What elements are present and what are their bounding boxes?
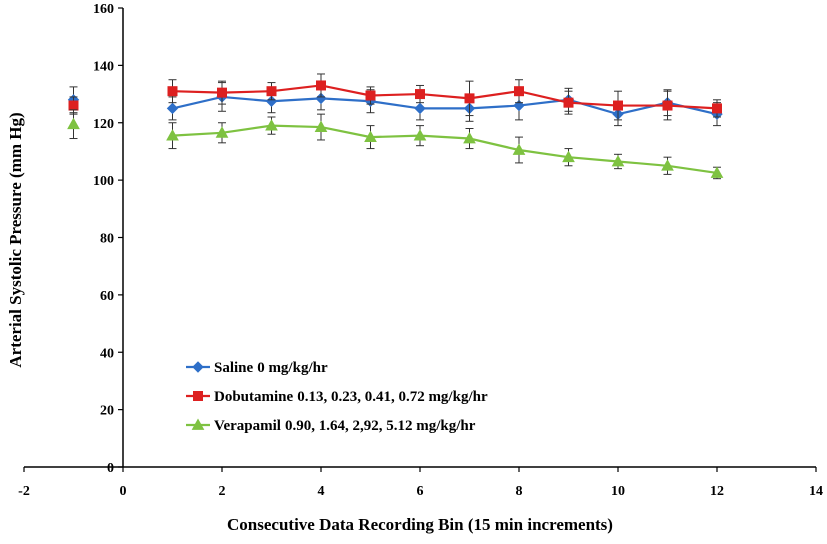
x-tick-label: 2 xyxy=(219,484,226,499)
data-point-dobutamine xyxy=(365,90,376,101)
x-tick-label: 12 xyxy=(710,484,724,499)
legend-marker-verapamil xyxy=(191,418,205,430)
series-verapamil xyxy=(67,109,724,180)
x-axis-label: Consecutive Data Recording Bin (15 min i… xyxy=(227,515,613,534)
data-point-saline xyxy=(166,102,179,115)
legend-item-verapamil: Verapamil 0.90, 1.64, 2,92, 5.12 mg/kg/hr xyxy=(186,418,476,434)
data-point-dobutamine xyxy=(662,100,673,111)
x-tick-label: 4 xyxy=(318,484,325,499)
baseline-point-verapamil xyxy=(67,117,80,130)
data-point-saline xyxy=(414,102,426,115)
data-point-dobutamine xyxy=(167,86,178,97)
legend-item-saline: Saline 0 mg/kg/hr xyxy=(186,360,328,376)
y-tick-label: 100 xyxy=(93,174,114,189)
legend-name-saline: Saline xyxy=(214,360,254,376)
legend-item-dobutamine: Dobutamine 0.13, 0.23, 0.41, 0.72 mg/kg/h… xyxy=(186,389,488,405)
x-tick-label: -2 xyxy=(18,484,30,499)
y-tick-label: 60 xyxy=(100,289,114,304)
data-point-dobutamine xyxy=(613,100,623,111)
y-tick-label: 160 xyxy=(93,2,114,17)
data-point-verapamil xyxy=(562,150,575,163)
y-axis-label: Arterial Systolic Pressure (mm Hg) xyxy=(6,112,25,367)
legend-desc-dobutamine: 0.13, 0.23, 0.41, 0.72 mg/kg/hr xyxy=(297,389,488,405)
y-tick-label: 120 xyxy=(93,117,114,132)
y-tick-label: 40 xyxy=(100,346,114,361)
data-point-verapamil xyxy=(364,130,377,142)
data-point-dobutamine xyxy=(464,93,475,104)
legend: Saline 0 mg/kg/hr Dobutamine 0.13, 0.23, 0.… xyxy=(186,360,488,434)
data-point-verapamil xyxy=(166,129,179,141)
legend-marker-dobutamine xyxy=(193,391,203,401)
series-layer xyxy=(67,73,724,180)
data-point-verapamil xyxy=(413,129,427,141)
legend-marker-saline xyxy=(192,361,204,373)
data-point-dobutamine xyxy=(563,97,574,108)
y-tick-label: 20 xyxy=(100,404,114,419)
data-point-verapamil xyxy=(463,131,476,144)
y-tick-label: 0 xyxy=(107,461,114,476)
series-line-verapamil xyxy=(172,124,718,175)
x-tick-label: 6 xyxy=(417,484,424,499)
x-tick-label: 0 xyxy=(120,484,127,499)
series-line-dobutamine xyxy=(172,84,718,110)
legend-name-verapamil: Verapamil xyxy=(214,418,281,434)
data-point-verapamil xyxy=(661,159,674,171)
data-point-dobutamine xyxy=(316,80,326,91)
data-point-dobutamine xyxy=(514,86,524,97)
x-tick-label: 14 xyxy=(809,484,823,499)
series-line-saline xyxy=(172,95,718,116)
legend-desc-saline: 0 mg/kg/hr xyxy=(257,360,328,376)
x-tick-label: 8 xyxy=(516,484,523,499)
data-point-dobutamine xyxy=(217,87,227,98)
x-tick-label: 10 xyxy=(611,484,625,499)
baseline-point-dobutamine xyxy=(68,100,79,111)
data-point-dobutamine xyxy=(266,86,277,97)
series-saline xyxy=(67,82,723,127)
data-point-verapamil xyxy=(611,154,625,167)
y-tick-label: 140 xyxy=(93,59,114,74)
legend-desc-verapamil: 0.90, 1.64, 2,92, 5.12 mg/kg/hr xyxy=(285,418,476,434)
data-point-verapamil xyxy=(265,119,278,131)
data-point-dobutamine xyxy=(415,89,425,100)
data-point-verapamil xyxy=(512,143,526,155)
y-tick-label: 80 xyxy=(100,232,114,247)
data-point-verapamil xyxy=(314,120,328,132)
data-point-verapamil xyxy=(710,166,724,178)
legend-name-dobutamine: Dobutamine xyxy=(214,389,294,405)
data-point-verapamil xyxy=(215,126,229,138)
series-dobutamine xyxy=(68,73,722,121)
data-point-dobutamine xyxy=(712,103,722,114)
